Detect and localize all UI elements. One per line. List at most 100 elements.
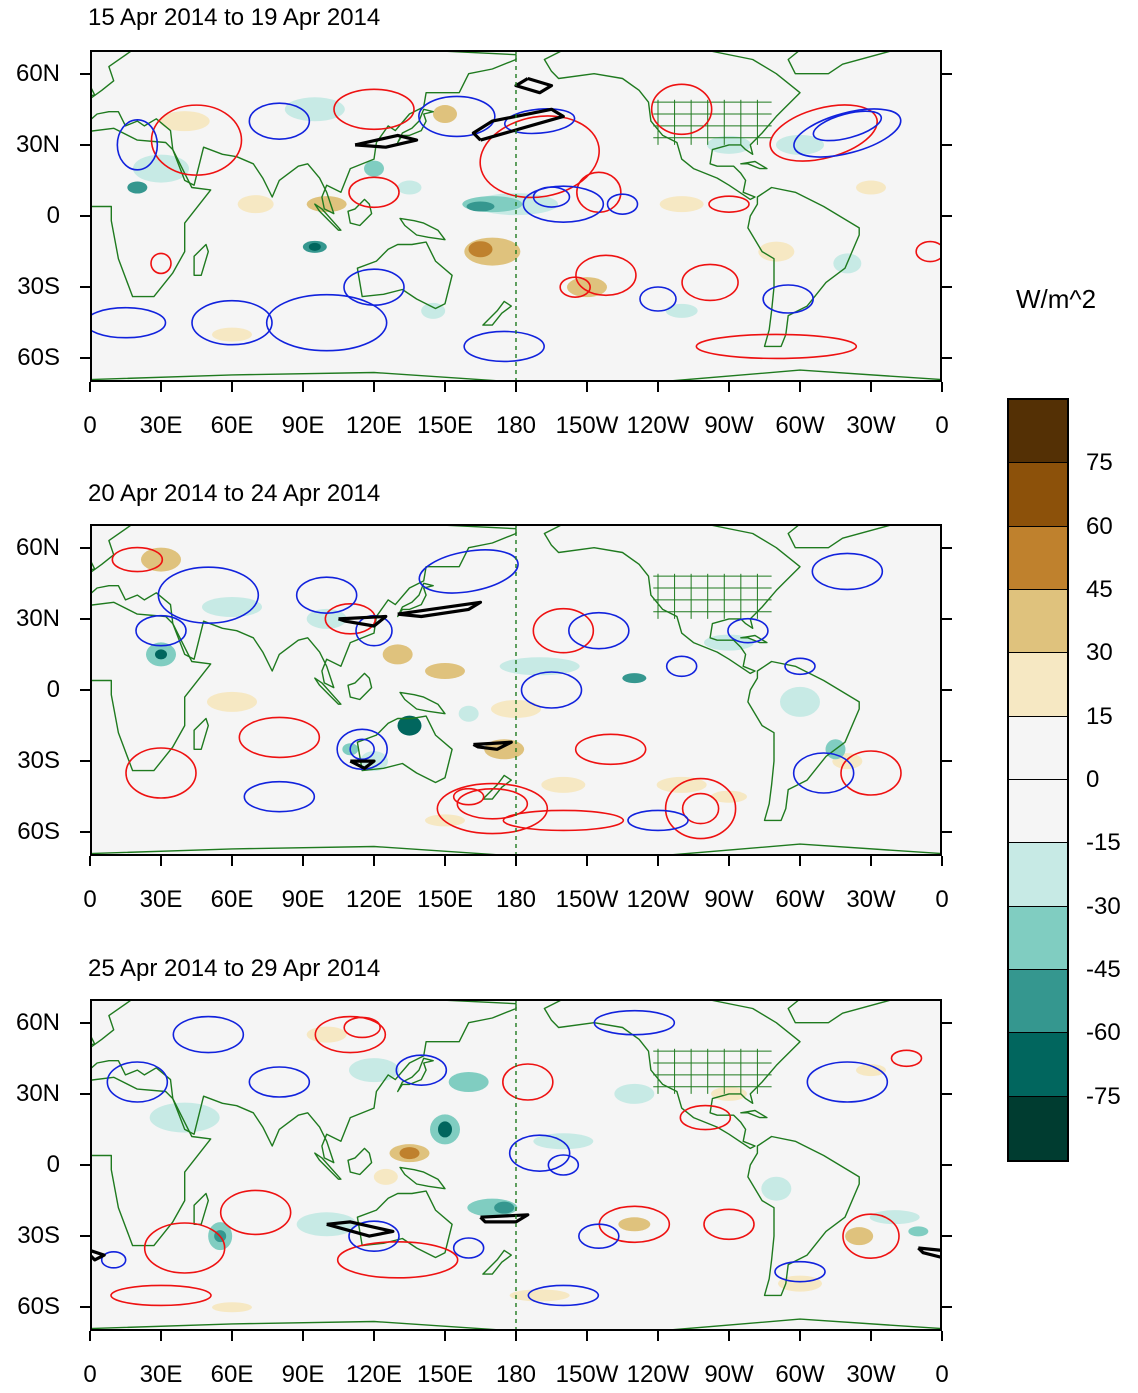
colorbar-segment bbox=[1009, 1096, 1067, 1160]
lon-tick bbox=[941, 856, 943, 866]
colorbar-label: -15 bbox=[1086, 829, 1121, 857]
lat-tick bbox=[80, 286, 90, 289]
lon-tick bbox=[231, 382, 233, 392]
colorbar-label: 30 bbox=[1086, 639, 1113, 667]
coast-cuba bbox=[740, 1109, 768, 1119]
anomaly-shading bbox=[494, 1201, 515, 1214]
positive-contour bbox=[456, 788, 529, 820]
coast-antarctica bbox=[90, 369, 942, 382]
lon-tick bbox=[870, 1331, 872, 1341]
negative-contour bbox=[248, 102, 311, 140]
lat-tick bbox=[80, 1164, 90, 1166]
positive-contour bbox=[143, 1222, 226, 1274]
lat-label: 60S bbox=[17, 1293, 60, 1321]
lon-label: 0 bbox=[83, 412, 97, 439]
negative-contour bbox=[395, 1054, 448, 1086]
anomaly-shading bbox=[622, 673, 647, 684]
lon-tick bbox=[231, 1331, 233, 1341]
lon-label: 120W bbox=[626, 886, 690, 913]
significance-contour bbox=[349, 759, 376, 770]
lon-label: 180 bbox=[495, 1361, 537, 1388]
lon-tick bbox=[941, 382, 943, 392]
lon-tick bbox=[444, 856, 446, 866]
anomaly-shading bbox=[397, 180, 422, 195]
coast-greenland bbox=[787, 999, 896, 1024]
lon-tick bbox=[89, 856, 91, 866]
anomaly-shading bbox=[499, 657, 580, 676]
lat-tick bbox=[942, 1092, 952, 1095]
lon-tick bbox=[444, 382, 446, 392]
positive-contour bbox=[532, 607, 595, 654]
positive-contour bbox=[681, 792, 720, 825]
coastline-layer bbox=[90, 50, 942, 382]
anomaly-shading bbox=[845, 1227, 874, 1246]
positive-contour bbox=[708, 195, 750, 213]
lon-label: 120W bbox=[626, 412, 690, 439]
map-svg bbox=[90, 50, 942, 382]
lon-tick bbox=[586, 382, 588, 392]
lon-label: 150W bbox=[555, 1361, 619, 1388]
negative-contour bbox=[295, 576, 358, 614]
negative-contour bbox=[527, 1284, 600, 1307]
coast-africa bbox=[90, 1076, 212, 1247]
lon-tick bbox=[728, 856, 730, 866]
coast-madagascar bbox=[193, 243, 209, 276]
significance-contour bbox=[917, 1246, 942, 1260]
positive-contour bbox=[479, 115, 600, 199]
lon-tick bbox=[941, 1331, 943, 1341]
lon-label: 0 bbox=[83, 886, 97, 913]
coast-sumatra bbox=[314, 203, 342, 231]
lon-tick bbox=[657, 382, 659, 392]
lat-tick bbox=[80, 1092, 90, 1095]
anomaly-shading bbox=[466, 201, 495, 212]
negative-contour bbox=[135, 614, 187, 647]
lon-tick bbox=[160, 382, 162, 392]
colorbar-segment bbox=[1009, 526, 1067, 590]
anomaly-shading bbox=[856, 1064, 886, 1077]
significance-contours bbox=[338, 600, 513, 770]
positive-contour bbox=[574, 733, 647, 766]
lon-tick bbox=[799, 382, 801, 392]
significance-contour bbox=[397, 600, 483, 619]
anomaly-shading bbox=[908, 1226, 929, 1237]
significance-contours bbox=[354, 76, 565, 149]
lon-tick bbox=[302, 382, 304, 392]
lat-label: 30S bbox=[17, 1222, 60, 1250]
colorbar-label: -45 bbox=[1086, 956, 1121, 983]
lat-tick bbox=[942, 1021, 952, 1024]
shading-layer bbox=[149, 1026, 929, 1313]
lat-tick bbox=[80, 1306, 90, 1309]
anomaly-shading bbox=[468, 241, 493, 258]
map-background bbox=[90, 50, 942, 382]
negative-contour bbox=[793, 108, 902, 158]
map-panel-2 bbox=[90, 524, 942, 856]
lon-label: 150W bbox=[555, 886, 619, 913]
negative-contour bbox=[100, 1251, 127, 1269]
coast-cuba bbox=[740, 634, 768, 644]
map-frame-1 bbox=[90, 50, 942, 382]
lat-tick bbox=[80, 357, 90, 360]
anomaly-shading bbox=[127, 181, 148, 194]
lat-tick bbox=[80, 215, 90, 217]
lon-tick bbox=[515, 382, 517, 392]
lon-tick bbox=[515, 1331, 517, 1341]
positive-contour bbox=[110, 1284, 212, 1307]
negative-contour bbox=[348, 1220, 400, 1252]
coast-new-guinea bbox=[399, 691, 446, 715]
significance-contour bbox=[471, 107, 565, 142]
lon-tick bbox=[373, 382, 375, 392]
lon-label: 90E bbox=[281, 1361, 325, 1388]
lon-tick bbox=[870, 382, 872, 392]
coast-borneo bbox=[347, 672, 373, 701]
negative-contour bbox=[522, 185, 605, 223]
lon-label: 60E bbox=[210, 1361, 254, 1388]
anomaly-shading bbox=[155, 649, 167, 660]
lon-label: 90E bbox=[281, 412, 325, 439]
anomaly-shading bbox=[665, 303, 698, 318]
anomaly-shading bbox=[399, 1147, 420, 1160]
lat-label: 60S bbox=[17, 818, 60, 846]
anomaly-shading bbox=[656, 776, 707, 793]
negative-contour bbox=[520, 671, 583, 709]
lat-label: 0 bbox=[46, 1151, 60, 1178]
colorbar-units: W/m^2 bbox=[1016, 284, 1097, 314]
